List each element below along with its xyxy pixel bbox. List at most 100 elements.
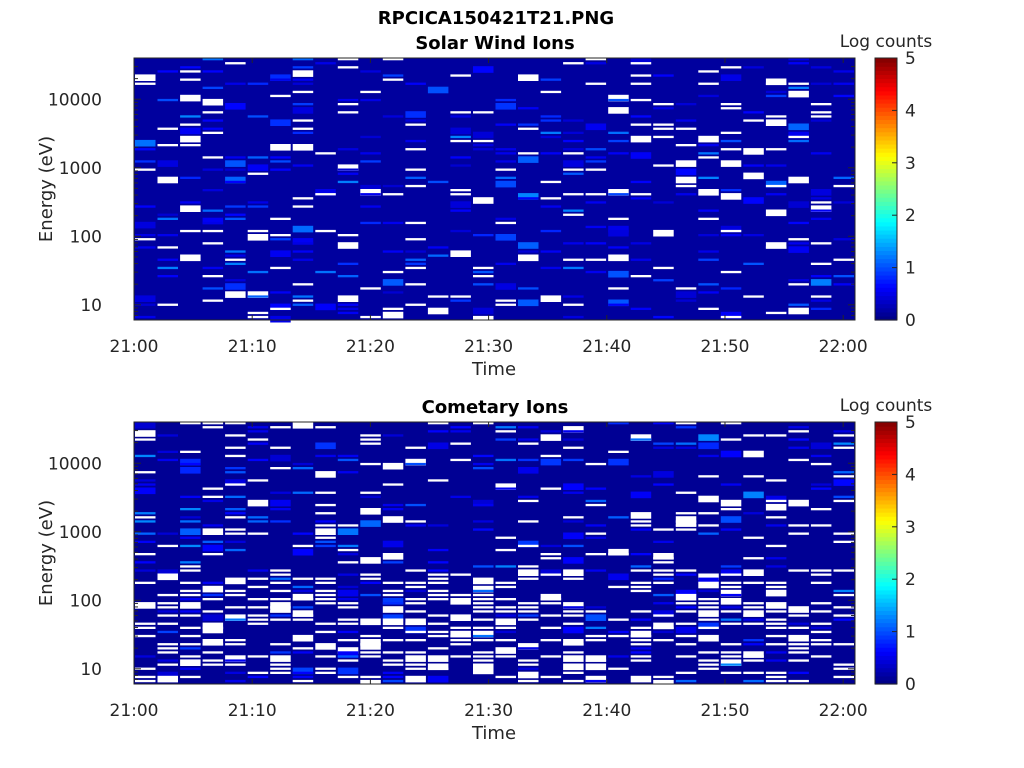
heatmap-cell (810, 242, 832, 245)
heatmap-cell (810, 152, 832, 155)
heatmap-cell (405, 119, 426, 122)
heatmap-cell (405, 622, 426, 625)
heatmap-cell (382, 503, 404, 507)
heatmap-cell (292, 78, 314, 81)
heatmap-cell (382, 311, 404, 319)
heatmap-cell (157, 98, 178, 102)
heatmap-cell (743, 66, 764, 69)
heatmap-cell (720, 422, 742, 425)
heatmap-cell (810, 639, 832, 642)
heatmap-cell (405, 639, 426, 642)
colorbar-step (875, 205, 897, 211)
heatmap-cell (540, 90, 562, 94)
heatmap-cell (202, 593, 224, 597)
heatmap-cell (202, 98, 224, 106)
heatmap-cell (698, 454, 719, 458)
heatmap-cell (270, 491, 291, 494)
heatmap-cell (675, 602, 697, 605)
heatmap-cell (427, 254, 449, 257)
heatmap-cell (495, 675, 516, 679)
heatmap-cell (337, 524, 359, 527)
heatmap-cell (315, 540, 336, 543)
heatmap-cell (630, 58, 652, 65)
heatmap-cell (540, 197, 562, 200)
heatmap-cell (720, 598, 742, 605)
heatmap-cell (427, 667, 449, 670)
heatmap-cell (630, 98, 652, 102)
heatmap-cell (270, 144, 291, 151)
heatmap-cell (608, 217, 629, 220)
heatmap-cell (540, 675, 562, 679)
heatmap-cell (810, 622, 832, 625)
heatmap-cell (720, 671, 742, 674)
heatmap-cell (518, 610, 539, 613)
heatmap-solar-wind (134, 58, 855, 323)
heatmap-cell (585, 663, 607, 671)
heatmap-cell (540, 639, 562, 642)
heatmap-cell (292, 577, 314, 580)
heatmap-cell (157, 610, 178, 613)
heatmap-cell (765, 164, 787, 167)
heatmap-cell (518, 127, 539, 130)
heatmap-cell (720, 585, 742, 589)
heatmap-cell (135, 238, 156, 241)
heatmap-cell (360, 135, 381, 139)
heatmap-cell (585, 62, 607, 65)
y-tick-label: 1000 (59, 159, 102, 179)
heatmap-cell (743, 651, 764, 658)
colorbar-step (875, 119, 897, 125)
heatmap-cell (360, 193, 381, 196)
heatmap-cell (135, 667, 156, 670)
colorbar-step (875, 675, 897, 681)
colorbar-step (875, 569, 897, 575)
heatmap-cell (698, 610, 719, 617)
heatmap-cell (427, 593, 449, 597)
heatmap-cell (473, 655, 494, 658)
heatmap-cell (810, 209, 832, 212)
heatmap-cell (247, 270, 269, 274)
heatmap-cell (225, 168, 246, 171)
heatmap-cell (337, 164, 359, 171)
heatmap-cell (540, 434, 562, 441)
heatmap-cell (315, 62, 336, 65)
heatmap-cell (765, 565, 787, 568)
heatmap-cell (495, 176, 516, 179)
heatmap-cell (630, 193, 652, 196)
heatmap-cell (608, 193, 629, 196)
heatmap-cell (540, 135, 562, 139)
heatmap-cell (540, 573, 562, 576)
heatmap-cell (495, 168, 516, 171)
colorbar-step (875, 479, 897, 484)
heatmap-cell (180, 520, 201, 523)
heatmap-cell (653, 107, 674, 110)
heatmap-cell (833, 499, 854, 503)
heatmap-cell (405, 598, 426, 601)
heatmap-cell (405, 250, 426, 253)
heatmap-cell (135, 295, 156, 302)
heatmap-cell (202, 111, 224, 114)
heatmap-cell (247, 438, 269, 441)
colorbar-step (875, 638, 897, 644)
heatmap-cell (563, 458, 584, 462)
heatmap-cell (675, 160, 697, 167)
heatmap-cell (765, 499, 787, 503)
heatmap-cell (292, 679, 314, 683)
heatmap-cell (135, 532, 156, 535)
colorbar-step (875, 630, 897, 636)
heatmap-cell (382, 250, 404, 253)
heatmap-cell (270, 250, 291, 257)
heatmap-cell (788, 283, 809, 286)
heatmap-cell (405, 569, 426, 572)
heatmap-cell (135, 168, 156, 171)
heatmap-cell (202, 540, 224, 543)
heatmap-cell (450, 156, 471, 159)
heatmap-cell (292, 295, 314, 298)
heatmap-cell (540, 78, 562, 81)
heatmap-cell (225, 548, 246, 552)
heatmap-cell (382, 606, 404, 613)
heatmap-cell (743, 450, 764, 458)
heatmap-cell (382, 589, 404, 593)
heatmap-cell (765, 643, 787, 646)
heatmap-cell (495, 647, 516, 654)
heatmap-cell (518, 152, 539, 155)
